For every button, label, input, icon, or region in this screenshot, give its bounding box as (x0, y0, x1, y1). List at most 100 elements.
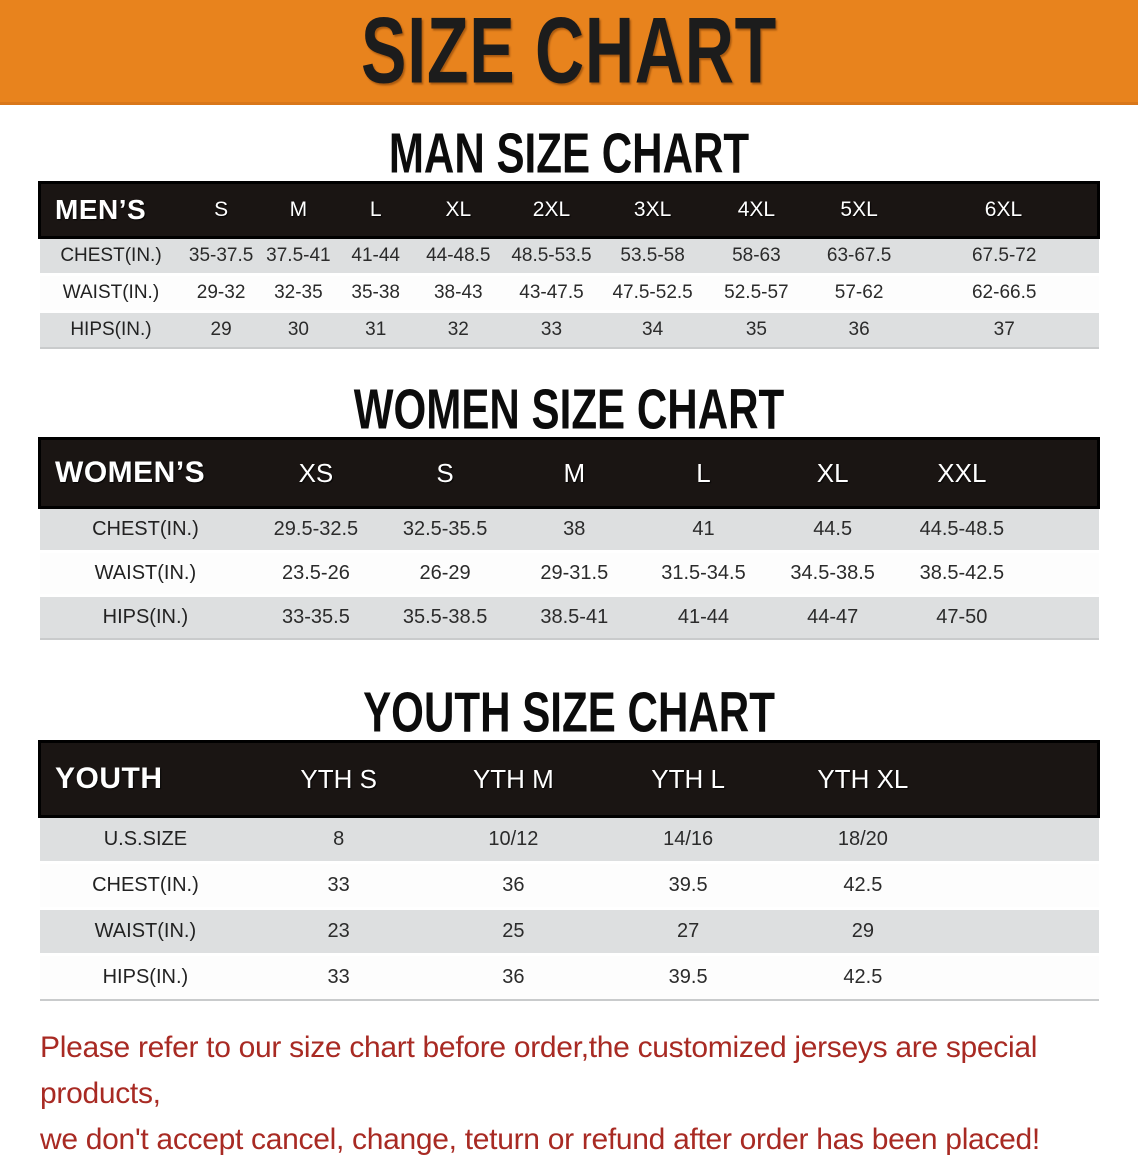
column-header: 3XL (600, 181, 705, 239)
column-header: L (337, 181, 415, 239)
women-size-table: WOMEN’S XS S M L XL XXL CHEST(IN.) 29.5-32.5 32.… (38, 437, 1101, 640)
cell-value: 18/20 (837, 828, 888, 850)
column-header: XXL (897, 437, 1027, 509)
table-label: WOMEN’S (38, 437, 252, 509)
cell-value: 43-47.5 (519, 282, 584, 303)
cell-value: 29-31.5 (540, 562, 609, 584)
cell-value: 52.5-57 (724, 282, 789, 303)
cell-value: 44-48.5 (426, 245, 491, 266)
cell-value: 39.5 (668, 966, 708, 988)
row-label: HIPS(IN.) (102, 606, 189, 628)
column-header: YTH L (600, 740, 776, 818)
cell-value: 31 (365, 319, 387, 340)
table-row: WAIST(IN.) 23.5-26 26-29 29-31.5 31.5-34.5 34… (39, 551, 1099, 596)
cell-value: 37.5-41 (266, 245, 331, 266)
table-row: HIPS(IN.) 33 36 39.5 42.5 (39, 954, 1099, 1001)
column-header: 2XL (502, 181, 601, 239)
women-header-row: WOMEN’S XS S M L XL XXL (38, 437, 1101, 509)
cell-value: 35-37.5 (188, 245, 254, 266)
cell-value: 57-62 (834, 282, 884, 303)
cell-value: 36 (848, 319, 870, 340)
cell-value: 44.5 (813, 518, 853, 540)
column-header: 6XL (909, 181, 1100, 239)
cell-value: 33 (540, 319, 563, 340)
cell-value: 27 (677, 920, 700, 942)
disclaimer-text: Please refer to our size chart before or… (40, 1025, 1108, 1163)
cell-value: 34.5-38.5 (790, 562, 875, 584)
cell-value: 32.5-35.5 (402, 518, 488, 540)
cell-value: 38 (563, 518, 586, 540)
cell-value: 32 (447, 319, 469, 340)
cell-value: 29.5-32.5 (273, 518, 359, 540)
column-header: 4XL (704, 181, 809, 239)
cell-value: 47-50 (936, 606, 988, 628)
disclaimer-line-2: we don't accept cancel, change, teturn o… (40, 1123, 1040, 1156)
cell-value: 48.5-53.5 (511, 245, 592, 266)
youth-section-heading: YOUTH SIZE CHART (0, 681, 1138, 745)
women-heading-text: WOMEN SIZE CHART (353, 378, 785, 442)
cell-value: 32-35 (274, 282, 323, 303)
cell-value: 29 (210, 319, 232, 340)
table-row: HIPS(IN.) 33-35.5 35.5-38.5 38.5-41 41-44 44-… (39, 595, 1099, 640)
cell-value: 25 (502, 920, 525, 942)
table-row: WAIST(IN.) 23 25 27 29 (39, 908, 1099, 955)
column-header: S (182, 181, 260, 239)
cell-value: 23.5-26 (281, 562, 350, 584)
column-header: M (509, 437, 639, 509)
cell-value: 42.5 (843, 874, 883, 896)
cell-filler (950, 909, 1098, 955)
column-header: L (638, 437, 769, 509)
column-header: M (259, 181, 338, 239)
cell-value: 67.5-72 (971, 245, 1037, 266)
cell-value: 38-43 (433, 282, 483, 303)
women-section-heading: WOMEN SIZE CHART (0, 378, 1138, 442)
cell-filler (1026, 552, 1098, 596)
table-row: CHEST(IN.) 29.5-32.5 32.5-35.5 38 41 44.5 44.5… (39, 507, 1099, 552)
column-header: 5XL (808, 181, 910, 239)
cell-value: 23 (327, 920, 350, 942)
column-header: YTH XL (775, 740, 951, 818)
cell-value: 26-29 (419, 562, 471, 584)
table-label: YOUTH (38, 740, 252, 818)
column-header: XL (414, 181, 503, 239)
cell-value: 41-44 (351, 245, 400, 266)
cell-value: 31.5-34.5 (661, 562, 746, 584)
table-row: CHEST(IN.) 33 36 39.5 42.5 (39, 862, 1099, 909)
cell-value: 44-47 (807, 606, 859, 628)
cell-value: 33 (327, 874, 350, 896)
cell-filler (950, 955, 1098, 1001)
cell-value: 14/16 (663, 828, 714, 850)
table-label: MEN’S (38, 181, 183, 239)
cell-value: 35-38 (351, 282, 400, 303)
cell-filler (1026, 508, 1098, 552)
row-label: CHEST(IN.) (60, 245, 162, 266)
row-label: WAIST(IN.) (94, 562, 197, 584)
men-header-row: MEN’S S M L XL 2XL 3XL 4XL 5XL 6XL (38, 181, 1100, 239)
cell-value: 47.5-52.5 (612, 282, 693, 303)
row-label: HIPS(IN.) (70, 319, 152, 340)
cell-value: 33 (327, 966, 350, 988)
column-header: YTH S (251, 740, 427, 818)
column-header: XS (251, 437, 381, 509)
row-label: U.S.SIZE (103, 828, 188, 850)
column-header: S (380, 437, 510, 509)
row-label: CHEST(IN.) (92, 874, 199, 896)
cell-value: 44.5-48.5 (919, 518, 1005, 540)
cell-filler (1026, 596, 1098, 640)
cell-value: 37 (993, 319, 1015, 340)
cell-value: 29-32 (196, 282, 246, 303)
column-header: YTH M (426, 740, 601, 818)
table-row: U.S.SIZE 8 10/12 14/16 18/20 (39, 816, 1099, 863)
cell-value: 35 (745, 319, 767, 340)
cell-value: 58-63 (732, 245, 781, 266)
cell-value: 39.5 (668, 874, 708, 896)
men-size-table: MEN’S S M L XL 2XL 3XL 4XL 5XL 6XL CHEST(IN.) 35-3… (38, 181, 1100, 349)
youth-heading-text: YOUTH SIZE CHART (363, 681, 775, 745)
cell-value: 34 (642, 319, 664, 340)
cell-value: 53.5-58 (620, 245, 685, 266)
cell-value: 62-66.5 (971, 282, 1037, 303)
men-section-heading: MAN SIZE CHART (0, 126, 1138, 182)
row-label: CHEST(IN.) (92, 518, 199, 540)
row-label: HIPS(IN.) (102, 966, 189, 988)
cell-value: 30 (287, 319, 309, 340)
